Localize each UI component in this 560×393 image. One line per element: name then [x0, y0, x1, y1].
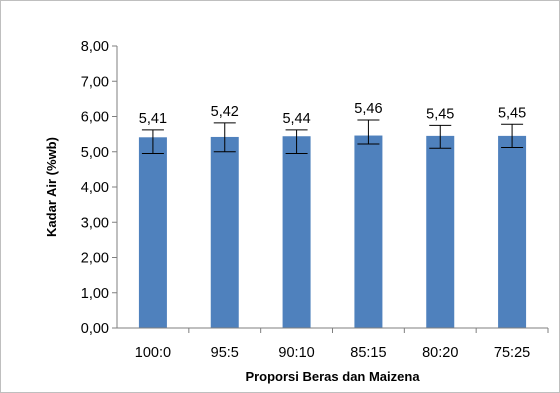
x-tick-label: 100:0 — [135, 345, 171, 361]
bar — [210, 136, 239, 328]
x-tick-label: 75:25 — [494, 345, 530, 361]
data-label: 5,42 — [211, 104, 239, 120]
y-axis-ticks: 0,00 1,00 2,00 3,00 4,00 5,00 6,00 7,00 8,00 — [81, 39, 117, 337]
y-tick-label: 5,00 — [81, 145, 109, 161]
data-label: 5,41 — [139, 111, 167, 127]
error-bars — [141, 119, 524, 155]
bars — [138, 135, 527, 328]
y-tick-label: 1,00 — [81, 286, 109, 302]
y-tick-label: 0,00 — [81, 321, 109, 337]
y-tick-label: 6,00 — [81, 110, 109, 126]
bar — [498, 135, 527, 328]
x-axis-ticks: 100:0 95:5 90:10 85:15 80:20 75:25 — [135, 328, 549, 361]
x-axis-title: Proporsi Beras dan Maizena — [245, 369, 420, 384]
bar — [282, 136, 311, 328]
data-label: 5,46 — [354, 101, 382, 117]
data-label: 5,45 — [498, 105, 526, 121]
bar — [138, 137, 167, 328]
y-tick-label: 8,00 — [81, 39, 109, 55]
y-tick-label: 2,00 — [81, 251, 109, 267]
y-tick-label: 4,00 — [81, 180, 109, 196]
data-label: 5,44 — [282, 111, 310, 127]
x-tick-label: 80:20 — [422, 345, 458, 361]
y-axis-title: Kadar Air (%wb) — [44, 137, 59, 237]
data-labels: 5,41 5,42 5,44 5,46 5,45 5,45 — [139, 101, 526, 127]
bar — [426, 135, 455, 328]
x-tick-label: 85:15 — [350, 345, 386, 361]
y-tick-label: 3,00 — [81, 215, 109, 231]
bar — [354, 135, 383, 328]
data-label: 5,45 — [426, 106, 454, 122]
y-tick-label: 7,00 — [81, 74, 109, 90]
x-tick-label: 90:10 — [278, 345, 314, 361]
x-tick-label: 95:5 — [211, 345, 239, 361]
